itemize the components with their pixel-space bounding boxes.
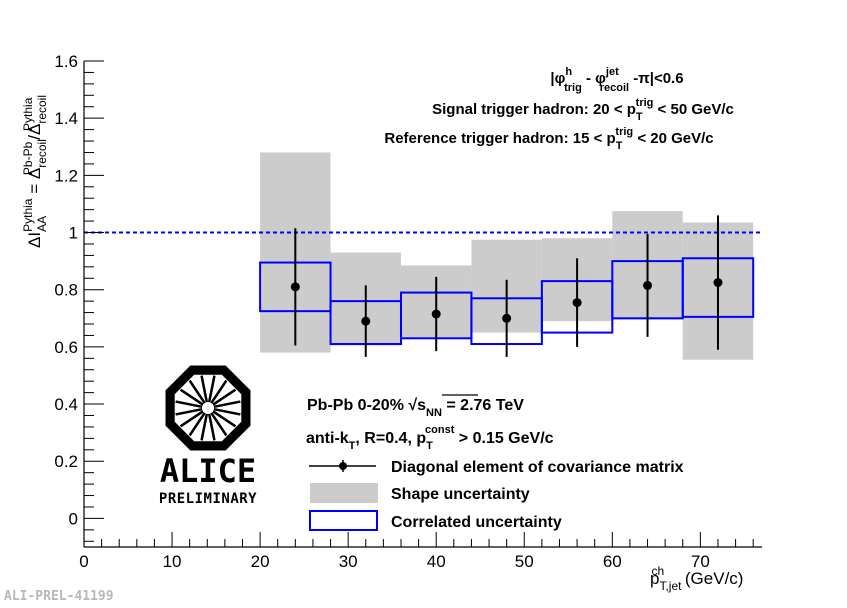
logo-spoke bbox=[200, 375, 209, 403]
info-collision-system: Pb-Pb 0-20% √sNN = 2.76 TeV bbox=[307, 397, 524, 419]
logo-spoke bbox=[175, 407, 203, 416]
y-tick-label-1: 0.2 bbox=[54, 452, 78, 471]
logo-spoke bbox=[179, 388, 204, 406]
legend-label-correlated: Correlated uncertainty bbox=[391, 514, 562, 531]
data-point-2 bbox=[431, 309, 441, 319]
logo-spoke bbox=[207, 375, 216, 403]
annotation-signal-trigger: Signal trigger hadron: 20 < pTtrig < 50 … bbox=[432, 97, 734, 123]
y-tick-label-5: 1 bbox=[69, 224, 78, 243]
y-axis-title: ΔIAAPythia = ΔrecoilPb-Pb/ΔrecoilPythia bbox=[21, 95, 49, 248]
annotation-dphi: |φh trig - φjet recoil -π|<0.6 bbox=[550, 66, 683, 94]
x-tick-label-3: 30 bbox=[339, 552, 358, 571]
logo-spoke bbox=[188, 412, 206, 437]
logo-spoke bbox=[188, 379, 206, 404]
y-tick-label-0: 0 bbox=[69, 509, 78, 528]
x-tick-label-5: 50 bbox=[515, 552, 534, 571]
legend-correlated-symbol bbox=[309, 510, 378, 531]
logo-title: ALICE bbox=[160, 452, 256, 490]
logo-subtitle: PRELIMINARY bbox=[159, 491, 257, 507]
logo-spoke bbox=[207, 413, 216, 441]
logo-spoke bbox=[179, 410, 204, 428]
x-tick-label-1: 10 bbox=[163, 552, 182, 571]
y-tick-label-6: 1.2 bbox=[54, 166, 78, 185]
data-point-6 bbox=[713, 278, 723, 288]
alice-octagon-icon bbox=[165, 365, 251, 451]
data-point-4 bbox=[572, 298, 582, 308]
y-tick-label-7: 1.4 bbox=[54, 109, 78, 128]
legend-marker-symbol bbox=[309, 460, 376, 472]
logo-spoke bbox=[213, 407, 241, 416]
data-point-3 bbox=[502, 313, 512, 323]
alice-logo: ALICE PRELIMINARY bbox=[159, 365, 257, 507]
y-tick-label-8: 1.6 bbox=[54, 52, 78, 71]
data-point-5 bbox=[643, 280, 653, 290]
footer-figure-id: ALI-PREL-41199 bbox=[4, 589, 114, 604]
x-tick-label-0: 0 bbox=[79, 552, 88, 571]
legend: Diagonal element of covariance matrix Sh… bbox=[309, 459, 684, 531]
legend-shape-symbol bbox=[310, 483, 378, 503]
legend-label-shape: Shape uncertainty bbox=[391, 486, 530, 503]
logo-spoke bbox=[210, 412, 228, 437]
logo-spoke bbox=[175, 400, 203, 409]
x-tick-label-6: 60 bbox=[603, 552, 622, 571]
info-jet-algorithm: anti-kT, R=0.4, pTconst > 0.15 GeV/c bbox=[306, 424, 554, 452]
data-points-layer bbox=[290, 215, 723, 357]
logo-spoke bbox=[200, 413, 209, 441]
x-tick-label-2: 20 bbox=[251, 552, 270, 571]
logo-spoke bbox=[210, 379, 228, 404]
data-point-1 bbox=[361, 316, 371, 326]
axes-layer: 0 0.2 0.4 0.6 0.8 1 1.2 1.4 1.6 0 10 20 30 40 50 60 70 bbox=[54, 52, 762, 571]
octagon-inner bbox=[174, 374, 242, 442]
x-tick-label-4: 40 bbox=[427, 552, 446, 571]
logo-spoke bbox=[212, 410, 237, 428]
annotation-reference-trigger: Reference trigger hadron: 15 < pTtrig < … bbox=[384, 126, 713, 152]
data-point-0 bbox=[290, 282, 300, 292]
y-tick-label-2: 0.4 bbox=[54, 395, 78, 414]
x-tick-label-7: 70 bbox=[691, 552, 710, 571]
logo-spoke bbox=[213, 400, 241, 409]
y-tick-label-3: 0.6 bbox=[54, 338, 78, 357]
logo-spoke bbox=[212, 388, 237, 406]
y-tick-label-4: 0.8 bbox=[54, 281, 78, 300]
x-axis-title: pT,jetch (GeV/c) bbox=[650, 564, 743, 593]
legend-label-diagonal: Diagonal element of covariance matrix bbox=[391, 459, 684, 476]
